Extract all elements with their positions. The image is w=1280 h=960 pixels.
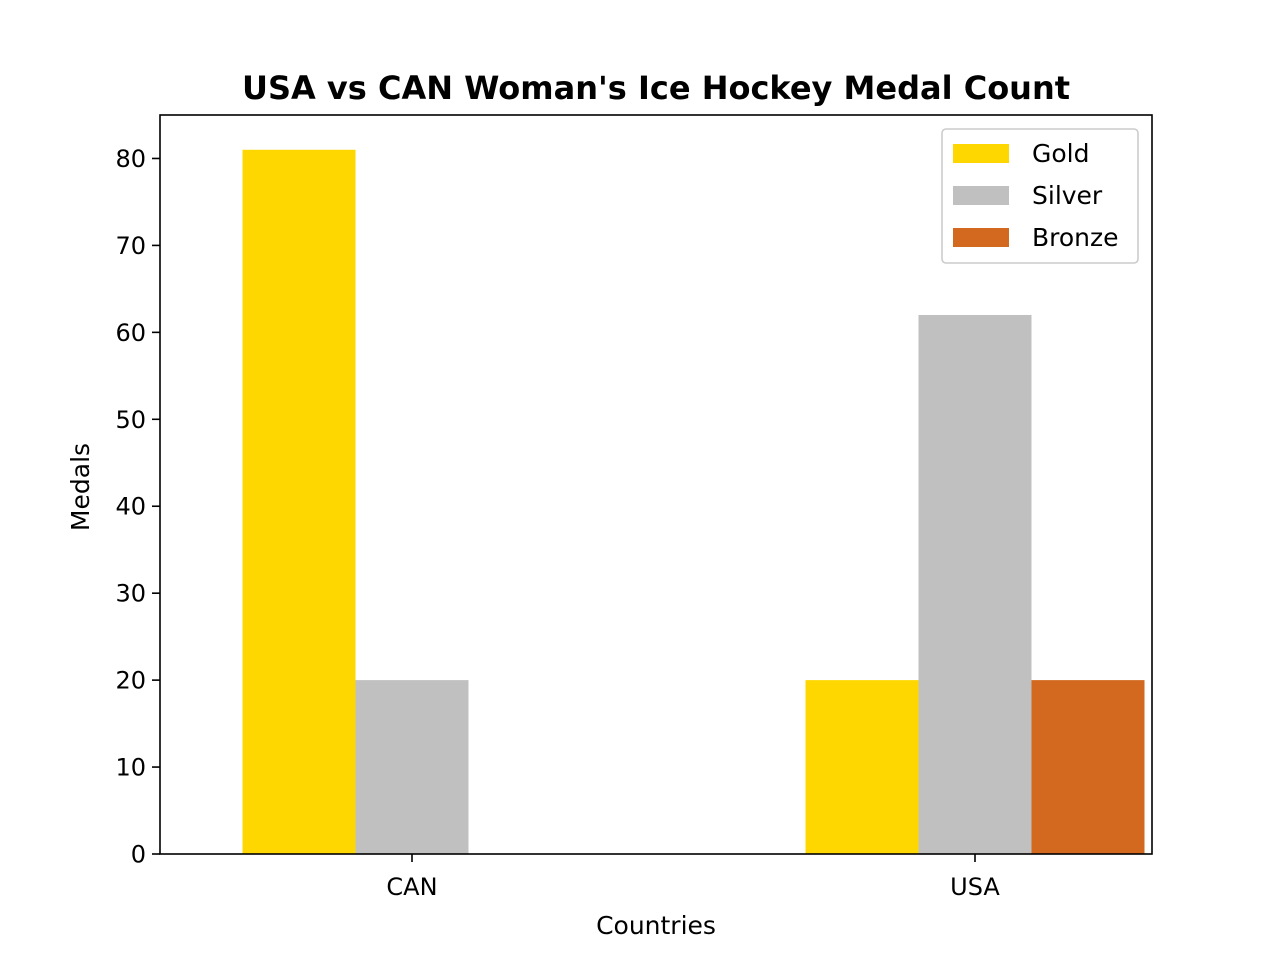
y-tick-label: 20 — [115, 667, 146, 695]
y-tick-label: 50 — [115, 406, 146, 434]
plot-frame — [159, 114, 1153, 855]
y-axis-label: Medals — [66, 443, 95, 531]
bars-layer — [242, 149, 1145, 854]
legend-swatch-bronze — [953, 228, 1009, 247]
y-tick-label: 60 — [115, 319, 146, 347]
legend-swatch-gold — [953, 144, 1009, 163]
y-tick-label: 40 — [115, 493, 146, 521]
y-tick-label: 30 — [115, 580, 146, 608]
legend-swatch-silver — [953, 186, 1009, 205]
bar-bronze-usa — [1031, 680, 1145, 854]
bar-silver-can — [355, 680, 469, 854]
x-axis-label: Countries — [596, 911, 716, 940]
y-tick-label: 70 — [115, 232, 146, 260]
legend-label-silver: Silver — [1032, 181, 1103, 210]
legend-label-gold: Gold — [1032, 139, 1089, 168]
y-tick-label: 0 — [131, 841, 146, 869]
bar-gold-can — [242, 149, 356, 854]
legend-label-bronze: Bronze — [1032, 223, 1119, 252]
x-tick-label-can: CAN — [386, 873, 437, 901]
y-tick-label: 80 — [115, 145, 146, 173]
chart-title: USA vs CAN Woman's Ice Hockey Medal Coun… — [242, 69, 1070, 107]
bar-silver-usa — [918, 314, 1032, 854]
y-tick-label: 10 — [115, 754, 146, 782]
x-tick-label-usa: USA — [950, 873, 1000, 901]
ticks-layer: 0 10 20 30 40 50 60 70 80 CAN USA — [115, 145, 1000, 901]
legend: Gold Silver Bronze — [941, 128, 1139, 264]
bar-gold-usa — [805, 680, 919, 854]
